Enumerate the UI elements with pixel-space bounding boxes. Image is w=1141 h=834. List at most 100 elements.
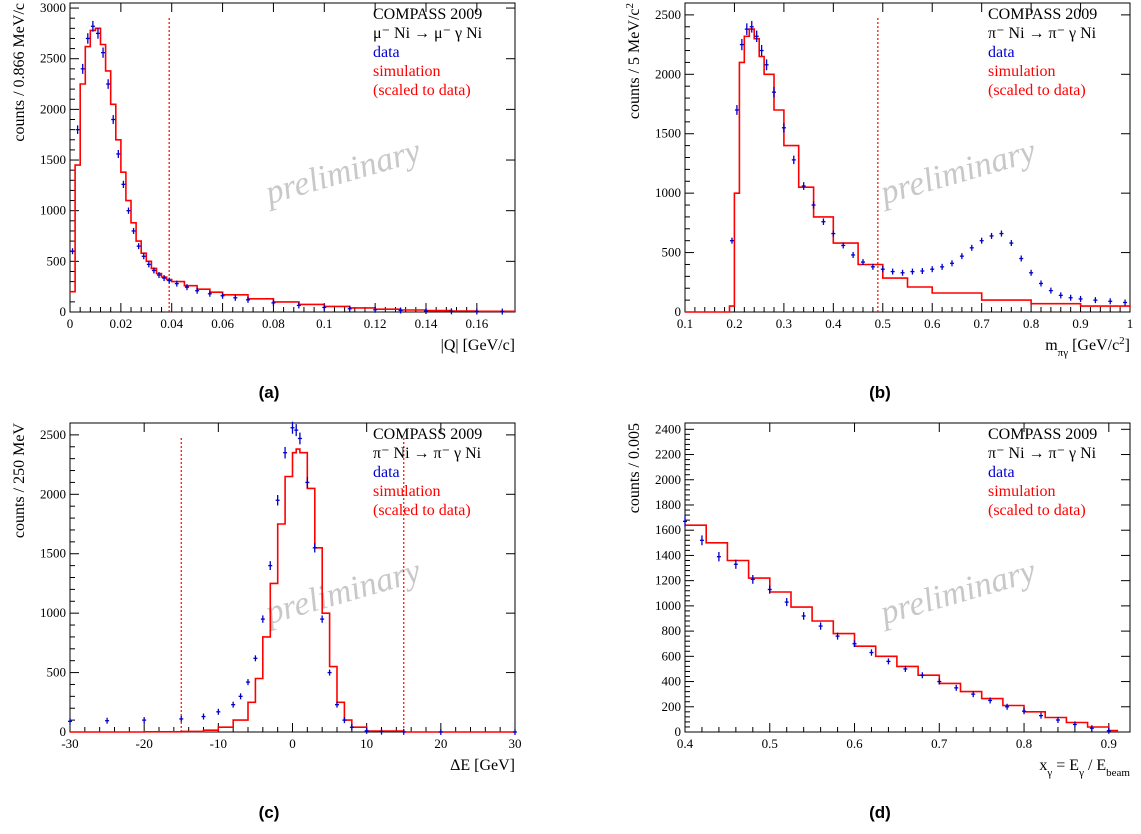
data-series [729,20,1128,306]
x-tick-label: 30 [509,736,522,751]
data-point [260,615,265,623]
x-tick-label: 0.12 [364,316,387,331]
y-axis-label: counts / 0.866 MeV/c [11,3,28,142]
data-point [320,615,325,623]
y-tick-label: 1500 [655,126,681,141]
data-point [930,266,935,273]
legend-data: data [988,464,1015,481]
data-point [1048,287,1053,294]
y-tick-label: 2000 [655,472,681,487]
x-tick-label: 0.8 [1016,736,1032,751]
data-point [184,284,189,291]
data-point [85,33,90,44]
data-point [1022,708,1027,715]
data-point [744,23,749,35]
x-tick-label: 0.4 [677,736,694,751]
data-point [500,308,505,315]
y-tick-label: 1000 [40,203,66,218]
data-point [290,421,295,434]
data-point [1039,280,1043,287]
y-tick-label: 2500 [40,427,66,442]
x-tick-label: 0.06 [211,316,234,331]
data-point [233,294,238,301]
x-tick-label: 0.6 [846,736,863,751]
data-point [449,308,454,315]
data-point [861,259,865,266]
data-point [900,269,905,276]
data-point [750,575,755,584]
data-point [513,729,517,735]
x-tick-label: 0.6 [924,316,941,331]
data-point [759,44,764,57]
data-point [195,287,200,294]
y-tick-label: 0 [60,304,67,319]
data-point [910,268,915,275]
legend-simulation: simulation [988,483,1056,500]
data-point [90,20,95,32]
data-point [1029,269,1034,276]
legend-scaled: (scaled to data) [988,502,1086,519]
data-point [851,251,856,258]
x-tick-label: 0.1 [316,316,332,331]
data-point [142,717,147,724]
legend-scaled: (scaled to data) [988,82,1086,99]
data-point [979,237,984,244]
y-tick-label: 2500 [655,7,681,22]
data-point [739,38,744,51]
x-tick-label: 0.2 [726,316,742,331]
data-point [791,155,796,165]
data-point [959,253,964,260]
x-tick-label: 0.3 [776,316,792,331]
y-tick-label: 1500 [40,546,66,561]
simulation-series-line [685,524,1119,732]
legend: COMPASS 2009 π⁻ Ni → π⁻ γ Ni data simulatio… [988,426,1097,519]
data-point [216,708,221,715]
data-point [764,59,769,71]
data-point [1039,712,1043,719]
data-point [699,535,704,546]
data-point [950,260,954,267]
data-point [821,218,826,225]
data-point [335,701,339,708]
x-axis-label: ΔE [GeV] [450,757,515,774]
data-point [398,307,403,314]
data-point [322,304,327,311]
legend-title: COMPASS 2009 [988,6,1097,23]
data-point [683,516,687,527]
legend: COMPASS 2009 π⁻ Ni → π⁻ γ Ni data simulatio… [988,6,1097,99]
plot-frame [69,2,516,313]
data-point [880,266,885,273]
y-tick-label: 1500 [40,152,66,167]
y-tick-label: 600 [662,648,682,663]
y-tick-label: 800 [662,623,682,638]
data-point [940,263,945,270]
y-tick-label: 2200 [655,447,681,462]
data-point [716,551,721,562]
x-tick-label: 0.1 [677,316,693,331]
data-point [870,263,875,270]
x-tick-label: 0.7 [931,736,948,751]
legend-scaled: (scaled to data) [373,502,471,519]
data-point [80,63,85,74]
data-point [296,302,301,309]
data-point [95,28,100,39]
data-point [1123,299,1128,306]
data-point [474,308,479,315]
y-tick-label: 2000 [40,486,66,501]
data-point [246,296,250,303]
data-point [1055,717,1060,724]
y-tick-label: 1200 [655,573,681,588]
data-point [841,242,846,249]
panel-label: (a) [259,383,280,402]
data-point [105,717,110,724]
data-point [729,237,734,244]
data-point [349,724,354,731]
x-tick-label: 0.8 [1023,316,1039,331]
data-point [157,272,161,279]
y-tick-label: 1000 [40,605,66,620]
x-axis-label: mπγ [GeV/c2] [1045,335,1130,359]
x-tick-label: 20 [434,736,447,751]
x-tick-label: -30 [61,736,78,751]
x-tick-label: 1 [1127,316,1134,331]
data-point [831,230,836,237]
